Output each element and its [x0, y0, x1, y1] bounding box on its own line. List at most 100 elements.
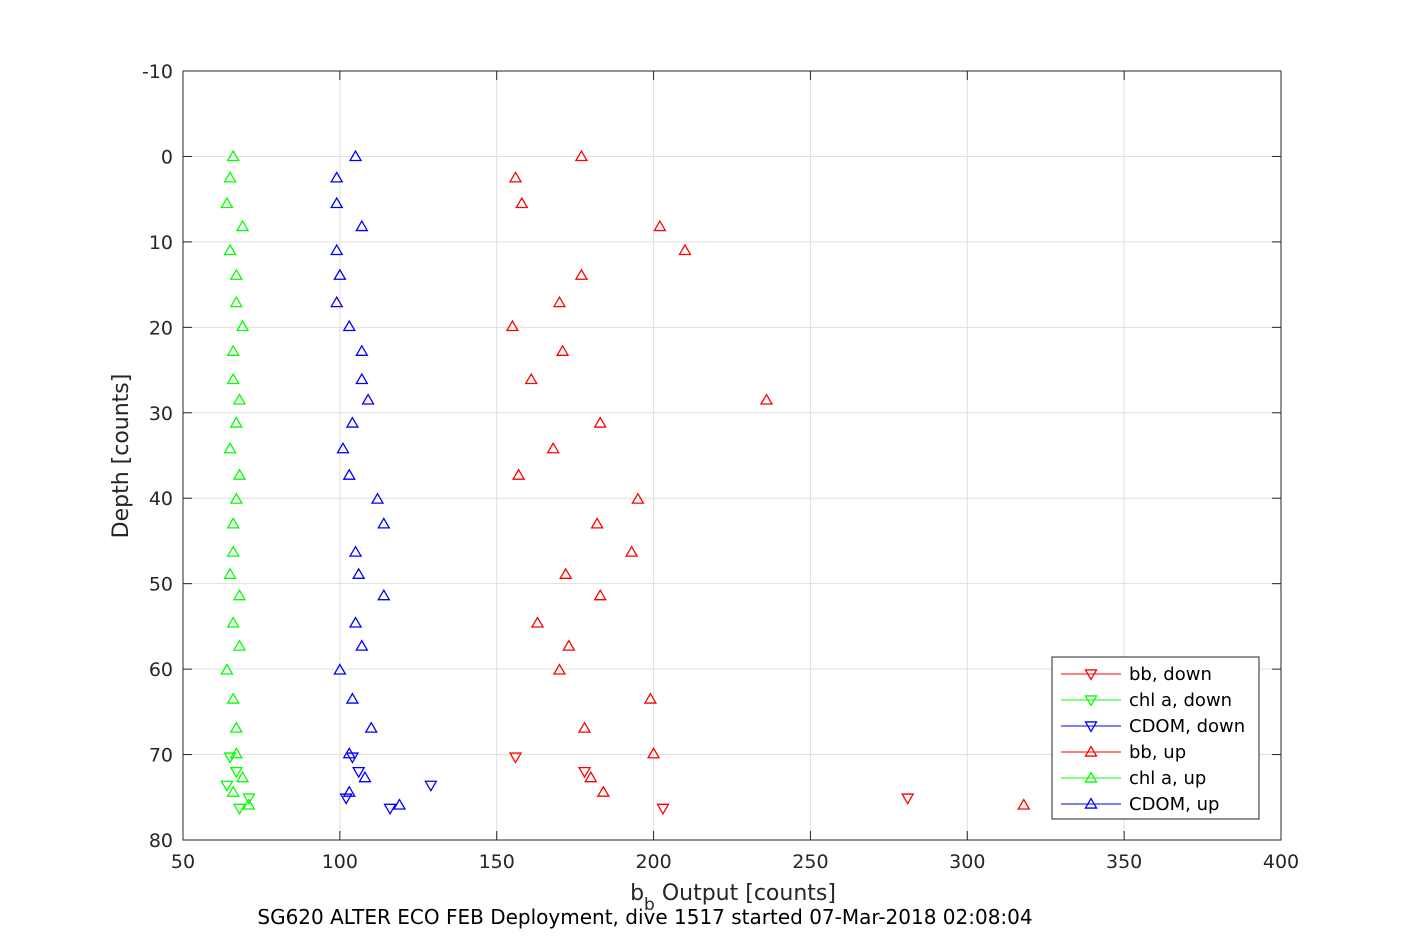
- x-axis-label-main: b: [630, 881, 644, 906]
- legend-marker-bb-up: [1084, 745, 1098, 757]
- legend-marker-chl-a-down: [1084, 695, 1098, 707]
- marker-chl-a-up: [220, 196, 234, 209]
- marker-bb-down: [901, 793, 915, 805]
- x-axis-label: bb Output [counts]: [630, 881, 836, 915]
- y-tick-label: 80: [149, 830, 173, 852]
- marker-chl-a-up: [223, 441, 237, 454]
- data-markers: [220, 149, 1031, 816]
- x-tick-label: 250: [792, 851, 828, 873]
- legend-marker-chl-a-up: [1084, 771, 1098, 783]
- marker-bb-up: [590, 517, 604, 529]
- marker-chl-a-up: [226, 344, 240, 356]
- x-axis-label-rest: Output [counts]: [655, 881, 836, 906]
- marker-bb-up: [559, 567, 573, 579]
- marker-bb-up: [555, 344, 570, 356]
- marker-bb-up: [552, 295, 567, 308]
- marker-cdom-up: [342, 785, 356, 797]
- marker-cdom-up: [330, 196, 344, 209]
- x-tick-label: 400: [1263, 851, 1299, 873]
- marker-bb-up: [515, 196, 529, 209]
- marker-bb-up: [631, 492, 645, 504]
- y-tick-label: -10: [142, 61, 173, 83]
- legend-label-chl-a-up: chl a, up: [1129, 768, 1206, 789]
- x-tick-label: 350: [1106, 851, 1142, 873]
- marker-cdom-up: [355, 639, 369, 651]
- marker-cdom-up: [348, 616, 363, 628]
- axis-ticks: 50 100 150 200 250 300 350 400 -10 0 10 20 30 40 50 60 7…: [142, 61, 1299, 873]
- marker-chl-a-up: [226, 545, 240, 557]
- marker-bb-up: [530, 616, 545, 628]
- marker-chl-a-up: [229, 295, 243, 308]
- marker-bb-up: [574, 149, 589, 162]
- marker-chl-a-up: [232, 588, 247, 601]
- marker-bb-up: [574, 268, 589, 280]
- marker-chl-a-up: [223, 243, 237, 256]
- marker-chl-a-up: [229, 268, 243, 280]
- legend-marker-bb-down: [1084, 669, 1098, 681]
- marker-bb-up: [546, 441, 560, 454]
- marker-chl-a-up: [226, 517, 240, 529]
- y-tick-label: 20: [149, 317, 173, 339]
- marker-cdom-down: [424, 780, 438, 793]
- marker-cdom-up: [342, 468, 356, 480]
- marker-bb-up: [653, 219, 667, 232]
- figure-caption: SG620 ALTER ECO FEB Deployment, dive 151…: [257, 905, 1032, 929]
- y-tick-label: 0: [161, 146, 173, 168]
- marker-chl-a-up: [229, 721, 243, 733]
- marker-bb-down: [656, 803, 670, 816]
- marker-chl-a-up: [223, 567, 237, 579]
- marker-chl-a-up: [226, 372, 240, 385]
- legend-label-bb-down: bb, down: [1129, 664, 1212, 685]
- marker-bb-up: [508, 171, 523, 183]
- marker-bb-up: [646, 747, 661, 759]
- marker-cdom-up: [336, 441, 350, 454]
- legend-label-bb-up: bb, up: [1129, 742, 1186, 763]
- marker-chl-a-up: [220, 663, 234, 675]
- marker-cdom-up: [330, 171, 344, 183]
- marker-bb-up: [593, 588, 607, 601]
- legend-label-cdom-up: CDOM, up: [1129, 794, 1219, 815]
- x-axis-label-subscript: b: [644, 895, 655, 915]
- legend-box: [1051, 656, 1260, 820]
- marker-cdom-up: [348, 545, 363, 557]
- marker-cdom-up: [333, 663, 347, 675]
- marker-cdom-up: [330, 295, 344, 308]
- y-tick-label: 10: [149, 232, 173, 254]
- legend: bb, down chl a, down CDOM, down bb, up chl a…: [1051, 656, 1260, 820]
- marker-chl-a-down: [232, 803, 247, 816]
- marker-cdom-up: [392, 798, 407, 810]
- marker-chl-a-down: [242, 793, 256, 805]
- marker-cdom-up: [377, 588, 391, 601]
- marker-cdom-up: [345, 416, 360, 428]
- x-tick-label: 50: [171, 851, 195, 873]
- marker-bb-up: [596, 785, 611, 797]
- marker-cdom-up: [355, 219, 369, 232]
- y-tick-label: 60: [149, 659, 173, 681]
- marker-bb-up: [643, 692, 658, 704]
- marker-bb-up: [584, 770, 598, 783]
- marker-chl-a-up: [226, 785, 240, 797]
- y-axis-label: Depth [counts]: [109, 374, 134, 539]
- marker-chl-a-up: [232, 468, 247, 480]
- marker-cdom-up: [348, 149, 363, 162]
- plot-area-border: [182, 70, 1282, 841]
- x-tick-label: 300: [949, 851, 985, 873]
- x-tick-label: 200: [635, 851, 671, 873]
- marker-chl-a-down: [220, 780, 234, 793]
- marker-chl-a-up: [226, 149, 240, 162]
- marker-cdom-up: [361, 393, 375, 405]
- marker-bb-up: [505, 319, 520, 332]
- marker-cdom-up: [355, 344, 369, 356]
- y-tick-label: 40: [149, 488, 173, 510]
- marker-bb-up: [577, 721, 592, 733]
- marker-bb-down: [508, 752, 523, 764]
- legend-marker-cdom-down: [1084, 721, 1098, 733]
- marker-chl-a-up: [232, 639, 247, 651]
- marker-chl-a-up: [226, 616, 240, 628]
- marker-cdom-up: [333, 268, 347, 280]
- marker-cdom-up: [345, 692, 360, 704]
- marker-chl-a-up: [226, 692, 240, 704]
- y-tick-label: 30: [149, 403, 173, 425]
- marker-chl-a-down: [229, 766, 243, 779]
